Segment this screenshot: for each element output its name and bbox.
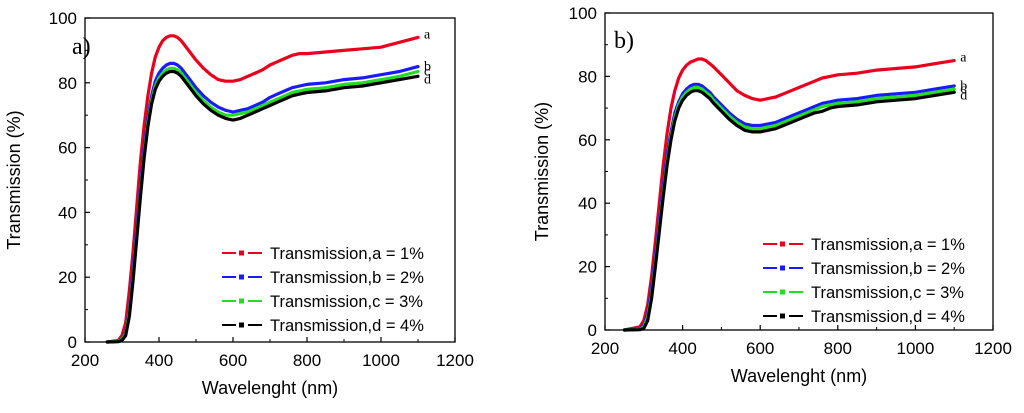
legend-label-c: Transmission,c = 3% <box>270 293 423 311</box>
y-tick-label: 40 <box>578 194 597 213</box>
legend-label-d: Transmission,d = 4% <box>270 317 424 335</box>
legend-marker-c <box>239 298 244 304</box>
y-tick-label: 100 <box>569 4 597 23</box>
x-axis-title: Wavelenght (nm) <box>731 366 867 386</box>
series-line-a <box>105 34 420 344</box>
y-tick-label: 20 <box>578 258 597 277</box>
y-tick-label: 0 <box>68 333 77 352</box>
series-end-label-d: d <box>424 72 431 87</box>
y-tick-label: 20 <box>58 268 77 287</box>
x-tick-label: 1200 <box>974 339 1012 358</box>
series-line-d <box>622 89 956 332</box>
x-tick-label: 400 <box>145 351 173 370</box>
legend-marker-d <box>239 322 244 328</box>
series-line-a <box>622 57 956 332</box>
x-tick-label: 600 <box>219 351 247 370</box>
y-tick-label: 80 <box>58 74 77 93</box>
y-tick-label: 60 <box>578 131 597 150</box>
series-end-label-d: d <box>960 88 967 103</box>
legend-label-c: Transmission,c = 3% <box>811 284 964 302</box>
x-tick-label: 400 <box>668 339 696 358</box>
x-tick-label: 800 <box>293 351 321 370</box>
series-end-label-b: b <box>960 79 967 94</box>
x-tick-label: 1000 <box>362 351 400 370</box>
legend-label-b: Transmission,b = 2% <box>811 260 965 278</box>
series-end-label-a: a <box>424 27 431 42</box>
legend-marker-b <box>780 265 785 271</box>
y-axis-title: Transmission (%) <box>532 102 552 241</box>
x-tick-label: 800 <box>824 339 852 358</box>
series-line-d <box>105 69 420 344</box>
chart-panel-2: 200 400 600 800 1000 1200 0 20 40 60 80 100 Waveleng… <box>532 4 1012 386</box>
series-end-label-b: b <box>424 60 431 75</box>
x-axis-title: Wavelenght (nm) <box>202 378 338 398</box>
x-tick-label: 200 <box>591 339 619 358</box>
y-tick-label: 60 <box>58 139 77 158</box>
y-tick-label: 100 <box>49 9 77 28</box>
legend-marker-c <box>780 289 785 295</box>
y-axis-title: Transmission (%) <box>4 110 24 249</box>
x-tick-label: 1200 <box>436 351 474 370</box>
legend-marker-a <box>780 241 785 247</box>
y-tick-label: 0 <box>588 321 597 340</box>
chart-panel-1: 200 400 600 800 1000 1200 0 20 40 60 80 100 Waveleng… <box>4 9 474 398</box>
legend-label-b: Transmission,b = 2% <box>270 269 424 287</box>
y-tick-label: 40 <box>58 203 77 222</box>
legend-marker-b <box>239 274 244 280</box>
panel-label: b) <box>614 28 634 54</box>
series-end-label-a: a <box>960 51 967 66</box>
legend-label-a: Transmission,a = 1% <box>270 245 424 263</box>
series-end-label-c: c <box>424 64 430 79</box>
legend-label-a: Transmission,a = 1% <box>811 236 965 254</box>
x-tick-label: 200 <box>71 351 99 370</box>
legend-marker-d <box>780 313 785 319</box>
panel-label: a) <box>72 34 91 60</box>
legend-marker-a <box>239 250 244 256</box>
y-tick-label: 80 <box>578 67 597 86</box>
legend-label-d: Transmission,d = 4% <box>811 308 965 326</box>
x-tick-label: 600 <box>746 339 774 358</box>
x-tick-label: 1000 <box>896 339 934 358</box>
series-end-label-c: c <box>960 82 966 97</box>
